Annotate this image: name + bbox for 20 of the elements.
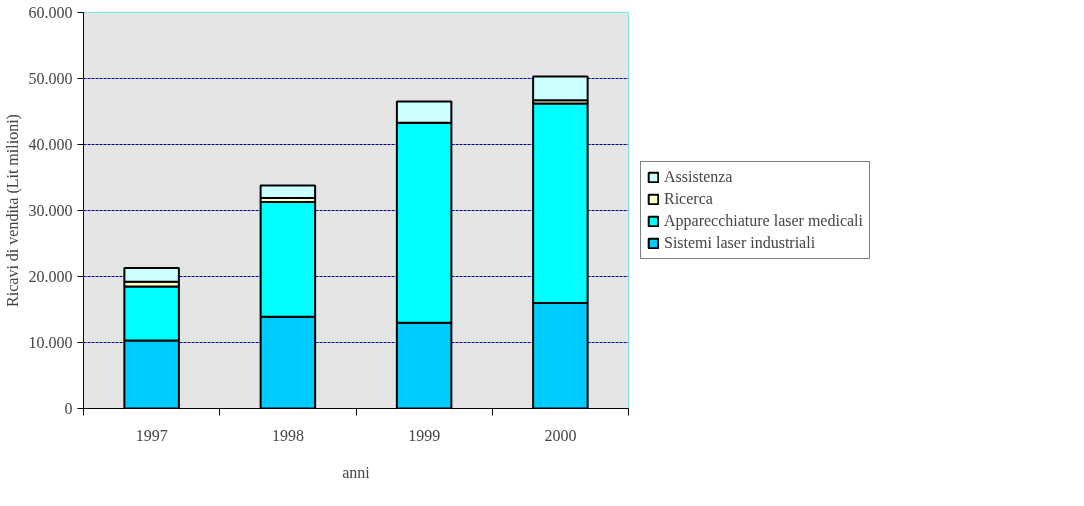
legend-label: Ricerca xyxy=(664,190,713,208)
y-tick-label: 60.000 xyxy=(28,4,73,21)
legend-label: Apparecchiature laser medicali xyxy=(664,212,863,230)
legend-label: Assistenza xyxy=(664,168,733,186)
y-tick-label: 50.000 xyxy=(28,70,73,87)
y-tick-label: 20.000 xyxy=(28,268,73,285)
x-tick-label: 1998 xyxy=(271,426,304,444)
y-tick-label: 10.000 xyxy=(28,334,73,351)
y-tick-label: 30.000 xyxy=(28,202,73,219)
x-tick-label: 2000 xyxy=(544,426,577,444)
legend-label: Sistemi laser industriali xyxy=(664,234,816,252)
bar xyxy=(123,266,180,283)
bar xyxy=(259,184,317,199)
y-tick-label: 40.000 xyxy=(28,136,73,153)
y-tick-label: 0 xyxy=(64,400,73,417)
x-tick-label: 1999 xyxy=(408,426,441,444)
x-axis-title: anni xyxy=(342,463,371,481)
x-tick-label: 1997 xyxy=(135,426,168,444)
bar xyxy=(532,75,589,102)
y-axis-title: Ricavi di vendita (Lit milioni) xyxy=(3,114,22,307)
